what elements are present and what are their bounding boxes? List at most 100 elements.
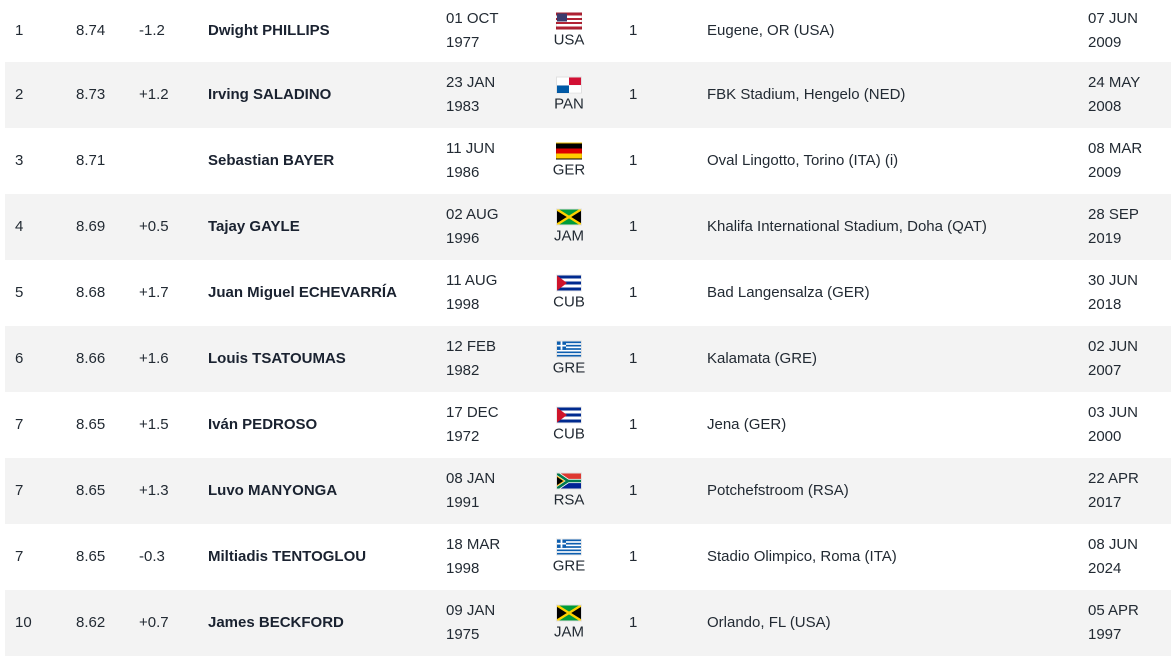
table-row: 6 8.66 +1.6 Louis TSATOUMAS 12 FEB 1982 G… xyxy=(5,326,1171,392)
wind-cell: +0.7 xyxy=(139,614,169,631)
dob-year: 1977 xyxy=(446,34,480,51)
date-day: 24 MAY xyxy=(1088,74,1141,91)
dob-year: 1996 xyxy=(446,230,480,247)
mark-cell: 8.71 xyxy=(76,152,106,169)
date-year: 2017 xyxy=(1088,494,1122,511)
jam-flag-icon xyxy=(556,208,582,226)
mark-cell: 8.65 xyxy=(76,548,106,565)
venue-cell: Jena (GER) xyxy=(707,416,787,433)
position-cell: 1 xyxy=(629,614,638,631)
athlete-name[interactable]: Tajay GAYLE xyxy=(208,218,300,235)
athlete-name[interactable]: Louis TSATOUMAS xyxy=(208,350,346,367)
nationality-cell: JAM xyxy=(551,604,587,642)
dob-year: 1972 xyxy=(446,428,480,445)
cub-flag-icon xyxy=(556,406,582,424)
position-cell: 1 xyxy=(629,152,638,169)
dob-day: 12 FEB xyxy=(446,338,497,355)
venue-cell: Kalamata (GRE) xyxy=(707,350,818,367)
nationality-cell: JAM xyxy=(551,208,587,246)
dob-day: 08 JAN xyxy=(446,470,496,487)
date-cell: 07 JUN 2009 xyxy=(1088,7,1138,55)
date-cell: 02 JUN 2007 xyxy=(1088,335,1138,383)
wind-cell: +1.2 xyxy=(139,86,169,103)
nationality-cell: GER xyxy=(551,142,587,180)
nationality-code: JAM xyxy=(554,623,584,641)
date-cell: 03 JUN 2000 xyxy=(1088,401,1138,449)
ger-flag-icon xyxy=(556,142,582,160)
venue-cell: Oval Lingotto, Torino (ITA) (i) xyxy=(707,152,899,169)
mark-cell: 8.69 xyxy=(76,218,106,235)
date-day: 28 SEP xyxy=(1088,206,1139,223)
date-day: 05 APR xyxy=(1088,602,1139,619)
athlete-name[interactable]: Sebastian BAYER xyxy=(208,152,335,169)
athlete-name[interactable]: Iván PEDROSO xyxy=(208,416,318,433)
table-row: 4 8.69 +0.5 Tajay GAYLE 02 AUG 1996 JAM 1… xyxy=(5,194,1171,260)
date-year: 2019 xyxy=(1088,230,1122,247)
rank-cell: 10 xyxy=(15,614,32,631)
dob-year: 1991 xyxy=(446,494,480,511)
nationality-code: RSA xyxy=(553,491,585,509)
dob-year: 1998 xyxy=(446,296,480,313)
date-cell: 08 MAR 2009 xyxy=(1088,137,1142,185)
jam-flag-icon xyxy=(556,604,582,622)
date-year: 2018 xyxy=(1088,296,1122,313)
date-year: 2009 xyxy=(1088,164,1122,181)
cub-flag-icon xyxy=(556,274,582,292)
nationality-cell: USA xyxy=(551,12,587,50)
dob-cell: 17 DEC 1972 xyxy=(446,401,499,449)
wind-cell: +1.3 xyxy=(139,482,169,499)
date-cell: 22 APR 2017 xyxy=(1088,467,1139,515)
dob-cell: 23 JAN 1983 xyxy=(446,71,495,119)
nationality-code: PAN xyxy=(554,95,584,113)
gre-flag-icon xyxy=(556,538,582,556)
athlete-name[interactable]: Miltiadis TENTOGLOU xyxy=(208,548,367,565)
nationality-cell: CUB xyxy=(551,406,587,444)
dob-cell: 18 MAR 1998 xyxy=(446,533,500,581)
position-cell: 1 xyxy=(629,350,638,367)
gre-flag-icon xyxy=(556,340,582,358)
venue-cell: Potchefstroom (RSA) xyxy=(707,482,849,499)
mark-cell: 8.62 xyxy=(76,614,106,631)
nationality-code: GRE xyxy=(552,557,586,575)
date-cell: 30 JUN 2018 xyxy=(1088,269,1138,317)
athlete-name[interactable]: James BECKFORD xyxy=(208,614,344,631)
date-cell: 28 SEP 2019 xyxy=(1088,203,1139,251)
position-cell: 1 xyxy=(629,22,638,39)
table-row: 3 8.71 Sebastian BAYER 11 JUN 1986 GER 1 … xyxy=(5,128,1171,194)
wind-cell: +1.7 xyxy=(139,284,169,301)
dob-cell: 01 OCT 1977 xyxy=(446,7,499,55)
wind-cell: -0.3 xyxy=(139,548,165,565)
mark-cell: 8.68 xyxy=(76,284,106,301)
athlete-name[interactable]: Luvo MANYONGA xyxy=(208,482,338,499)
position-cell: 1 xyxy=(629,86,638,103)
rank-cell: 2 xyxy=(15,86,24,103)
dob-day: 11 AUG xyxy=(446,272,498,289)
athlete-name[interactable]: Juan Miguel ECHEVARRÍA xyxy=(208,284,397,301)
nationality-cell: RSA xyxy=(551,472,587,510)
wind-cell: +1.5 xyxy=(139,416,169,433)
table-row: 7 8.65 +1.3 Luvo MANYONGA 08 JAN 1991 RSA… xyxy=(5,458,1171,524)
usa-flag-icon xyxy=(556,12,582,30)
nationality-code: CUB xyxy=(553,425,585,443)
mark-cell: 8.66 xyxy=(76,350,106,367)
rank-cell: 3 xyxy=(15,152,24,169)
nationality-cell: GRE xyxy=(551,340,587,378)
dob-year: 1975 xyxy=(446,626,480,643)
rsa-flag-icon xyxy=(556,472,582,490)
dob-year: 1983 xyxy=(446,98,480,115)
mark-cell: 8.65 xyxy=(76,482,106,499)
dob-day: 02 AUG xyxy=(446,206,499,223)
athlete-name[interactable]: Dwight PHILLIPS xyxy=(208,22,330,39)
dob-day: 11 JUN xyxy=(446,140,495,157)
rank-cell: 5 xyxy=(15,284,24,301)
date-day: 22 APR xyxy=(1088,470,1139,487)
mark-cell: 8.74 xyxy=(76,22,106,39)
nationality-cell: CUB xyxy=(551,274,587,312)
dob-cell: 12 FEB 1982 xyxy=(446,335,496,383)
mark-cell: 8.65 xyxy=(76,416,106,433)
athlete-name[interactable]: Irving SALADINO xyxy=(208,86,332,103)
table-row: 2 8.73 +1.2 Irving SALADINO 23 JAN 1983 P… xyxy=(5,62,1171,128)
date-day: 08 MAR xyxy=(1088,140,1143,157)
table-row: 10 8.62 +0.7 James BECKFORD 09 JAN 1975 J… xyxy=(5,590,1171,656)
